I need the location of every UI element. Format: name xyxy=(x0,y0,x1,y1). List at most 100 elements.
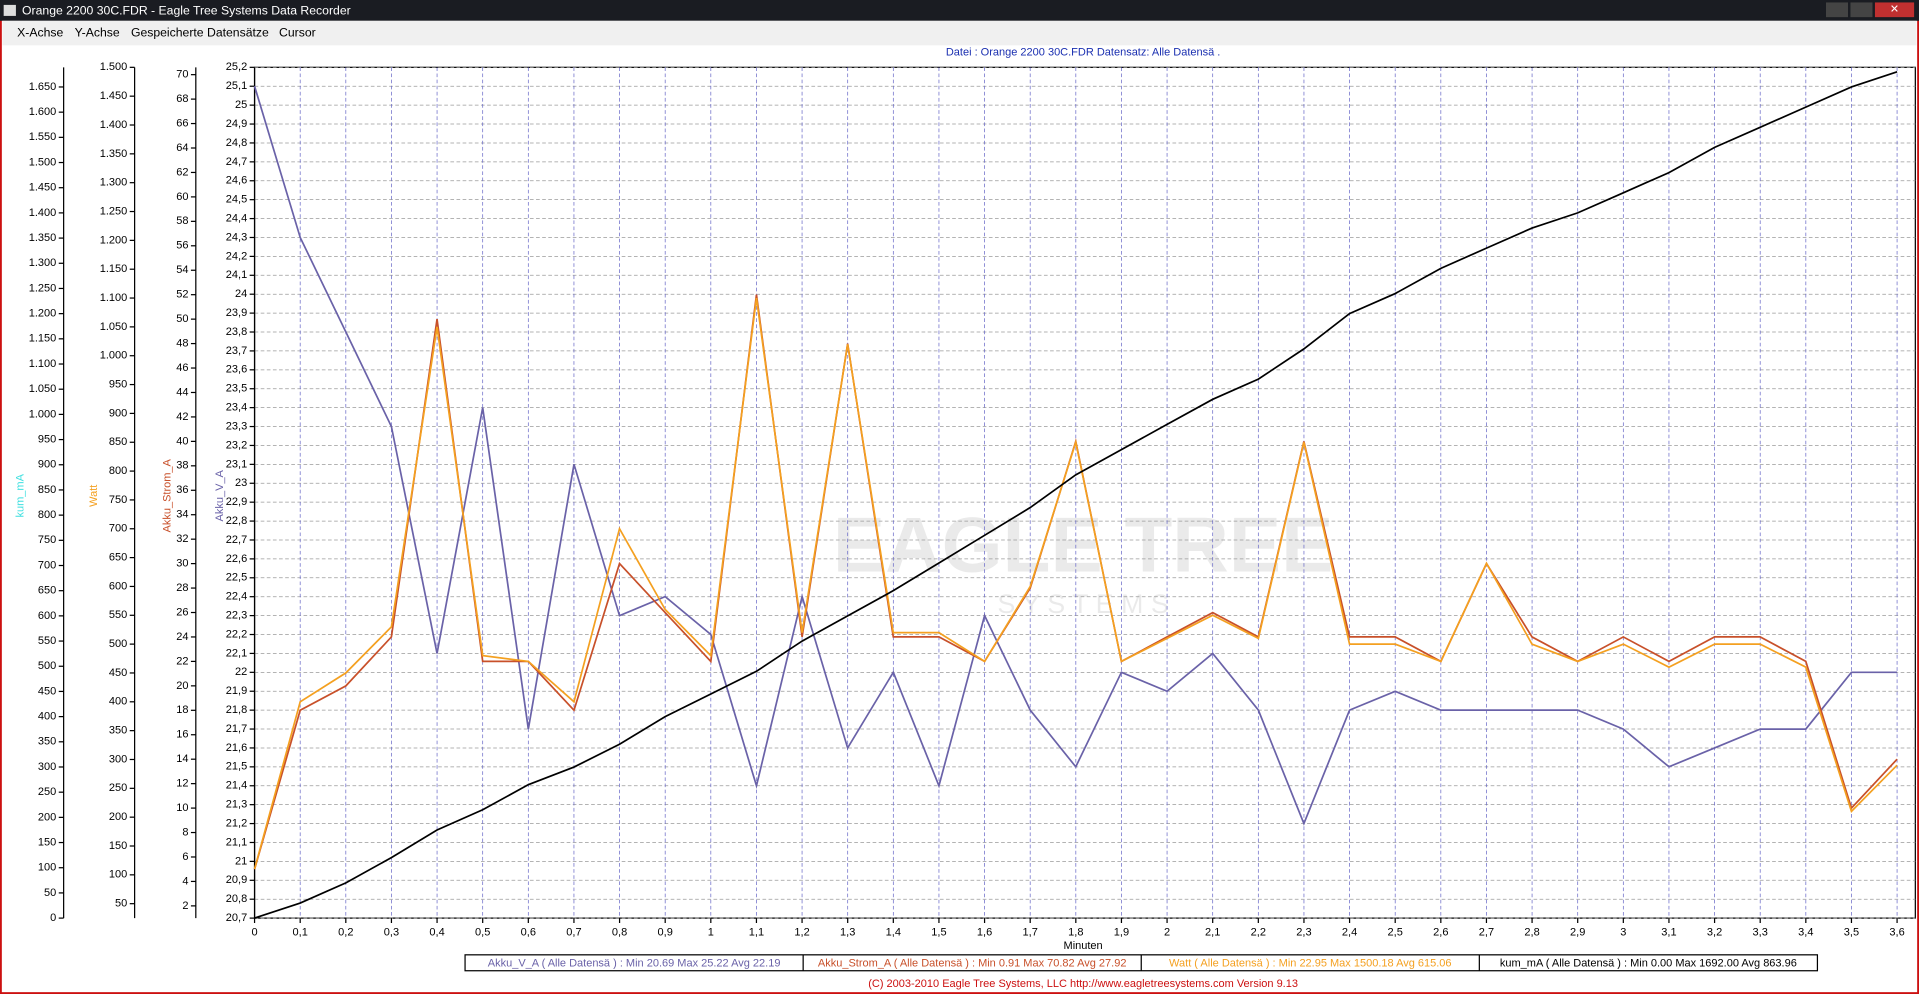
chart-subtitle: Datei : Orange 2200 30C.FDR Datensatz: A… xyxy=(946,47,1221,59)
y-tick-label: 21,4 xyxy=(226,780,247,792)
y-tick-label: 1.650 xyxy=(29,81,57,93)
y-tick-label: 1.200 xyxy=(29,308,57,320)
y-tick-label: 1.400 xyxy=(100,119,128,131)
y-tick-label: 800 xyxy=(109,465,127,477)
close-button[interactable] xyxy=(1874,2,1915,18)
menu-item[interactable]: X-Achse xyxy=(17,25,63,39)
x-tick-label: 1,3 xyxy=(840,927,855,939)
y-tick-label: 60 xyxy=(176,191,188,203)
y-tick-label: 23,5 xyxy=(226,383,247,395)
y-tick-label: 20 xyxy=(176,680,188,692)
y-tick-label: 450 xyxy=(38,685,56,697)
y-tick-label: 1.300 xyxy=(29,257,57,269)
y-tick-label: 24,2 xyxy=(226,250,247,262)
x-tick-label: 0,4 xyxy=(429,927,444,939)
legend-entry: kum_mA ( Alle Datensä ) : Min 0.00 Max 1… xyxy=(1500,957,1797,969)
y-tick-label: 30 xyxy=(176,558,188,570)
y-tick-label: 25,2 xyxy=(226,61,247,73)
footer: (C) 2003-2010 Eagle Tree Systems, LLC ht… xyxy=(868,978,1298,990)
y-tick-label: 46 xyxy=(176,362,188,374)
y-tick-label: 23,3 xyxy=(226,420,247,432)
y-tick-label: 40 xyxy=(176,435,188,447)
y-tick-label: 24,3 xyxy=(226,231,247,243)
x-tick-label: 1,9 xyxy=(1114,927,1129,939)
y-tick-label: 22,8 xyxy=(226,515,247,527)
x-tick-label: 1,7 xyxy=(1023,927,1038,939)
y-tick-label: 22 xyxy=(235,666,247,678)
y-tick-label: 200 xyxy=(38,811,56,823)
y-tick-label: 64 xyxy=(176,142,188,154)
y-tick-label: 56 xyxy=(176,240,188,252)
x-tick-label: 1,5 xyxy=(931,927,946,939)
y-tick-label: 22,5 xyxy=(226,572,247,584)
y-tick-label: 1.150 xyxy=(29,333,57,345)
y-tick-label: 50 xyxy=(176,313,188,325)
watermark: EAGLE TREE xyxy=(833,501,1333,589)
y-tick-label: 28 xyxy=(176,582,188,594)
y-tick-label: 44 xyxy=(176,386,188,398)
y-tick-label: 12 xyxy=(176,778,188,790)
y-tick-label: 950 xyxy=(109,378,127,390)
y-tick-label: 21,2 xyxy=(226,817,247,829)
y-tick-label: 34 xyxy=(176,509,188,521)
y-tick-label: 23,8 xyxy=(226,326,247,338)
y-tick-label: 20,8 xyxy=(226,893,247,905)
y-tick-label: 350 xyxy=(109,725,127,737)
y-tick-label: 150 xyxy=(38,836,56,848)
y-tick-label: 54 xyxy=(176,264,188,276)
x-tick-label: 3,5 xyxy=(1844,927,1859,939)
y-tick-label: 650 xyxy=(109,552,127,564)
y-tick-label: 1.550 xyxy=(29,131,57,143)
maximize-button[interactable] xyxy=(1850,2,1873,18)
y-tick-label: 1.600 xyxy=(29,106,57,118)
x-tick-label: 1,1 xyxy=(749,927,764,939)
y-tick-label: 200 xyxy=(109,811,127,823)
x-tick-label: 3,4 xyxy=(1798,927,1813,939)
y-axis-label: Akku_V_A xyxy=(214,469,226,521)
y-tick-label: 1.100 xyxy=(29,358,57,370)
x-tick-label: 2,6 xyxy=(1433,927,1448,939)
y-tick-label: 24 xyxy=(235,288,247,300)
legend-entry: Watt ( Alle Datensä ) : Min 22.95 Max 15… xyxy=(1169,957,1451,969)
legend-entry: Akku_V_A ( Alle Datensä ) : Min 20.69 Ma… xyxy=(488,957,781,969)
y-tick-label: 23,6 xyxy=(226,364,247,376)
y-tick-label: 750 xyxy=(38,534,56,546)
x-tick-label: 1,2 xyxy=(794,927,809,939)
window-title: Orange 2200 30C.FDR - Eagle Tree Systems… xyxy=(22,3,351,17)
y-tick-label: 16 xyxy=(176,729,188,741)
menu-item[interactable]: Gespeicherte Datensätze xyxy=(131,25,269,39)
x-tick-label: 2,1 xyxy=(1205,927,1220,939)
y-tick-label: 62 xyxy=(176,166,188,178)
y-tick-label: 900 xyxy=(109,407,127,419)
y-tick-label: 22,9 xyxy=(226,496,247,508)
y-tick-label: 750 xyxy=(109,494,127,506)
y-tick-label: 70 xyxy=(176,69,188,81)
menu-item[interactable]: Y-Achse xyxy=(75,25,120,39)
y-tick-label: 25,1 xyxy=(226,80,247,92)
y-tick-label: 21 xyxy=(235,855,247,867)
menu: X-Achse Y-Achse Gespeicherte Datensätze … xyxy=(17,25,316,39)
y-tick-label: 23 xyxy=(235,477,247,489)
series-line xyxy=(254,71,1898,919)
y-tick-label: 23,4 xyxy=(226,402,247,414)
minimize-button[interactable] xyxy=(1825,2,1849,18)
y-tick-label: 24,1 xyxy=(226,269,247,281)
y-tick-label: 21,5 xyxy=(226,761,247,773)
y-tick-label: 22,6 xyxy=(226,553,247,565)
y-tick-label: 900 xyxy=(38,459,56,471)
y-tick-label: 20,9 xyxy=(226,874,247,886)
y-tick-label: 850 xyxy=(109,436,127,448)
y-tick-label: 38 xyxy=(176,460,188,472)
y-tick-label: 0 xyxy=(50,912,56,924)
y-tick-label: 400 xyxy=(109,696,127,708)
x-tick-label: 3,2 xyxy=(1707,927,1722,939)
y-tick-label: 25 xyxy=(235,99,247,111)
y-tick-label: 1.300 xyxy=(100,177,128,189)
y-tick-label: 1.000 xyxy=(100,350,128,362)
y-axis-label: Watt xyxy=(88,485,100,507)
y-tick-label: 500 xyxy=(109,638,127,650)
menu-item[interactable]: Cursor xyxy=(279,25,316,39)
y-tick-label: 250 xyxy=(109,782,127,794)
series-line xyxy=(253,297,1898,870)
